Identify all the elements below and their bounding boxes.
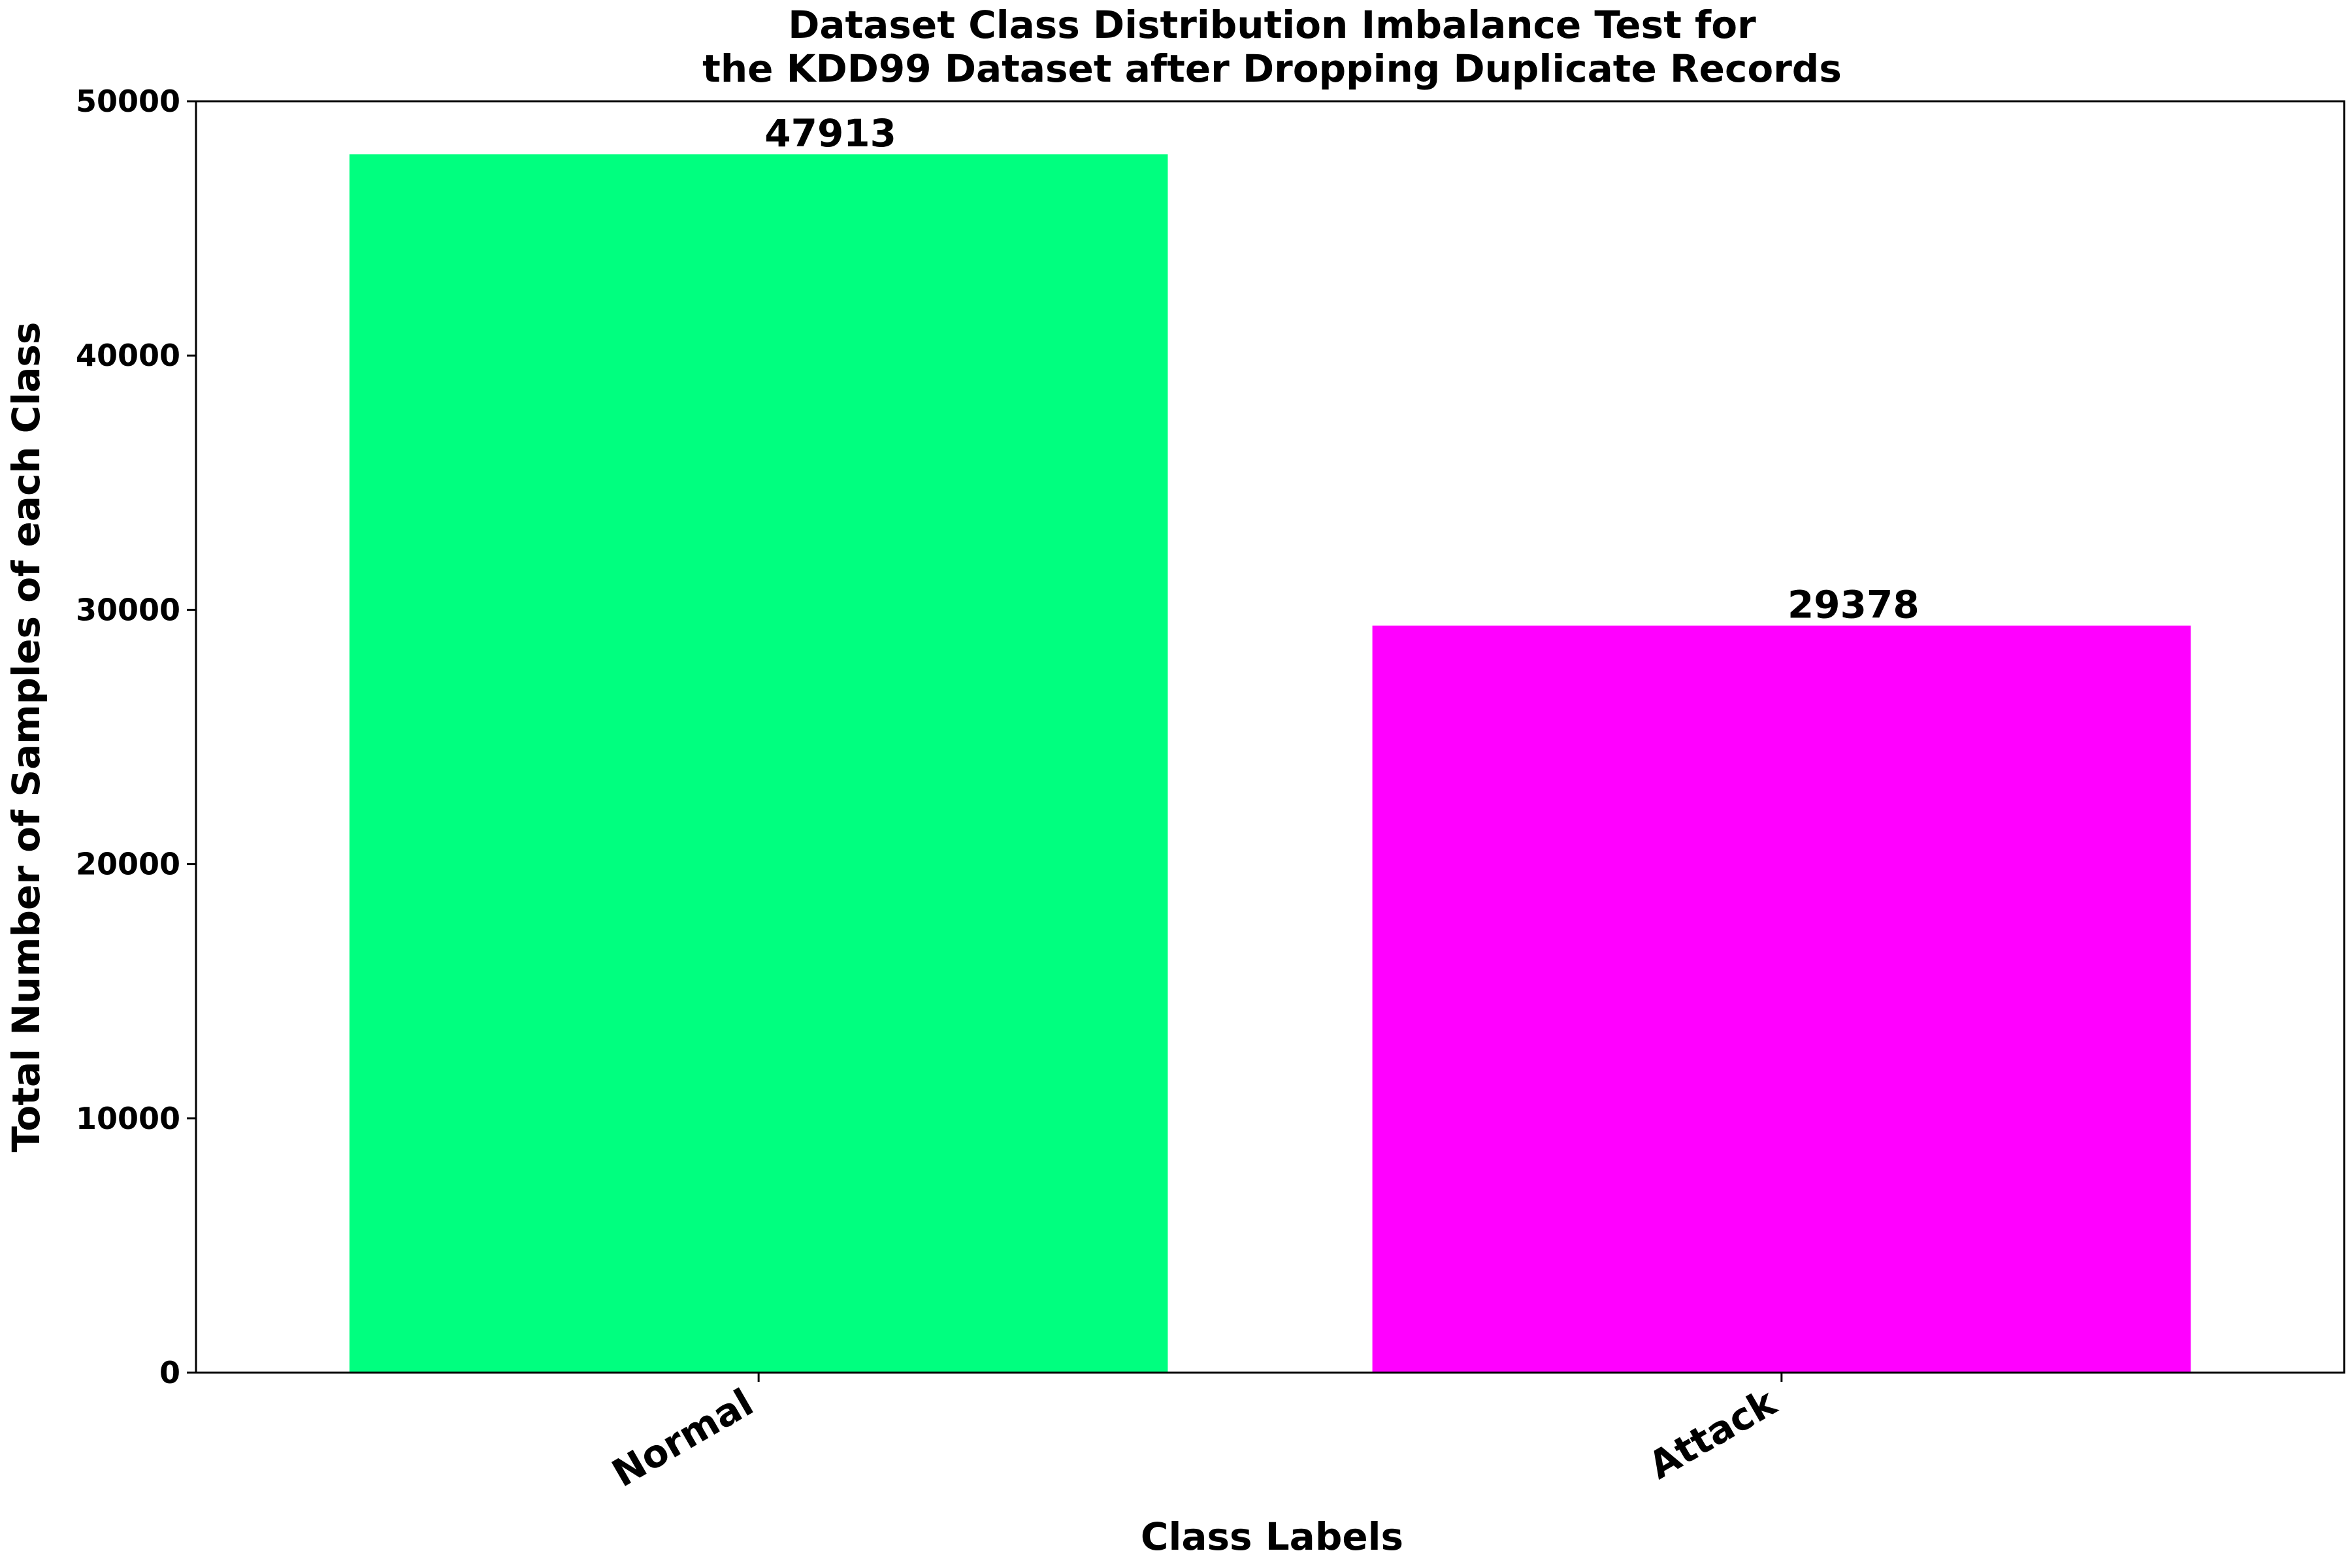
y-tick-label: 30000: [76, 592, 180, 627]
chart-title-line-2: the KDD99 Dataset after Dropping Duplica…: [702, 46, 1842, 91]
x-axis-label: Class Labels: [1141, 1514, 1403, 1559]
y-axis-label: Total Number of Samples of each Class: [4, 322, 48, 1152]
x-tick-label: Attack: [1641, 1380, 1784, 1488]
x-tick-label: Normal: [604, 1380, 760, 1495]
bar-normal: [349, 154, 1168, 1373]
bar-value-label: 47913: [764, 111, 896, 155]
y-tick-label: 20000: [76, 847, 180, 882]
y-tick-label: 10000: [76, 1101, 180, 1136]
bar-attack: [1372, 625, 2191, 1373]
y-tick-label: 0: [159, 1355, 180, 1390]
bar-value-label: 29378: [1788, 583, 1919, 627]
chart-title-line-1: Dataset Class Distribution Imbalance Tes…: [788, 3, 1756, 47]
y-tick-label: 40000: [76, 338, 180, 373]
plot-area: 47913 Normal 29378 Attack 0 10000 20000 30000 40…: [76, 84, 2345, 1495]
axes-frame: [195, 100, 2345, 1374]
y-tick-label: 50000: [76, 84, 180, 119]
